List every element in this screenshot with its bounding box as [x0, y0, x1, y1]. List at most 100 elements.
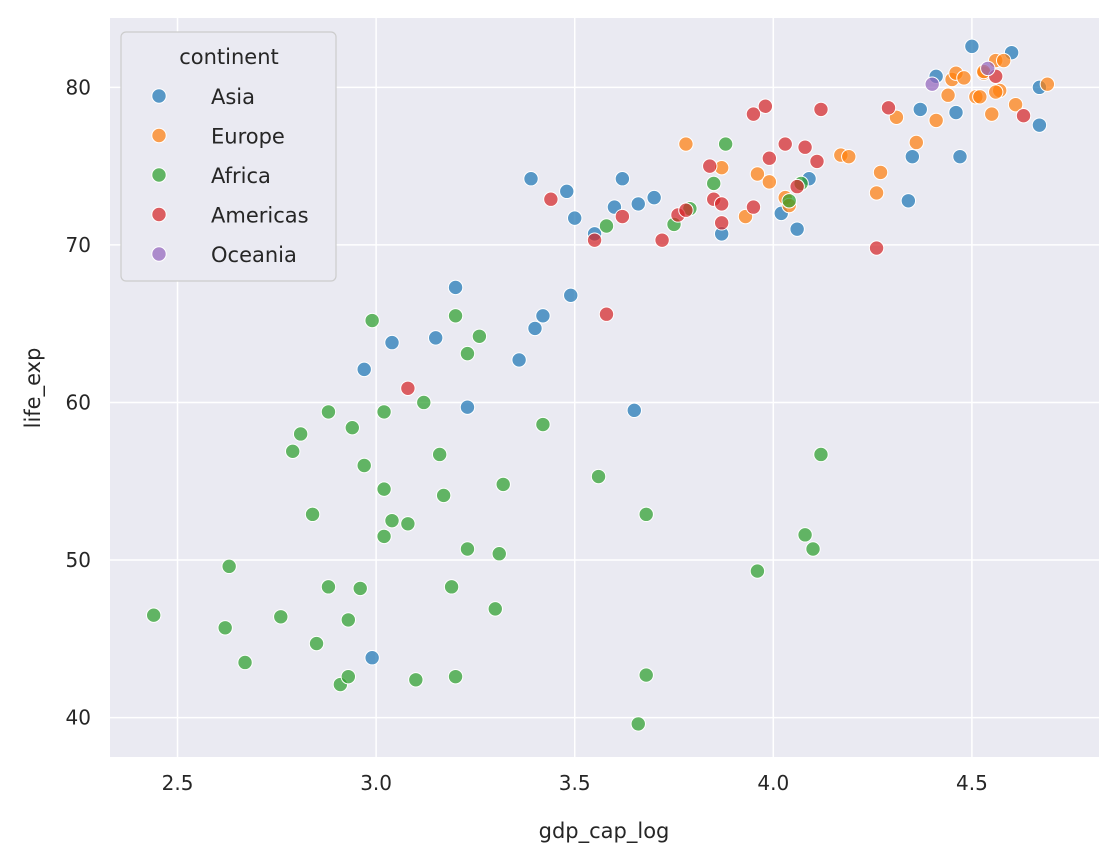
point-asia [626, 402, 642, 419]
point-africa [435, 487, 452, 504]
point-asia [630, 196, 646, 212]
point-europe [972, 89, 988, 105]
point-africa [749, 563, 766, 579]
series-africa [145, 136, 829, 732]
point-americas [598, 306, 615, 322]
y-axis-title: life_exp [21, 348, 46, 429]
point-africa [717, 136, 734, 152]
y-tick-label: 50 [66, 548, 91, 572]
x-tick-label: 4.0 [757, 771, 789, 795]
point-africa [340, 668, 357, 685]
point-americas [400, 380, 416, 396]
y-tick-label: 60 [66, 390, 91, 414]
point-asia [1031, 117, 1048, 133]
point-africa [431, 446, 448, 463]
point-asia [523, 171, 539, 187]
point-africa [797, 527, 813, 543]
point-oceania [924, 76, 940, 92]
point-americas [586, 232, 603, 248]
legend-item-europe: Europe [151, 125, 285, 149]
point-africa [535, 416, 551, 433]
x-tick-label: 4.5 [956, 771, 988, 795]
point-asia [614, 171, 631, 187]
point-africa [416, 394, 432, 411]
point-americas [797, 139, 813, 155]
point-europe [841, 148, 857, 165]
point-europe [928, 112, 944, 129]
point-europe [1007, 96, 1024, 113]
point-africa [781, 193, 797, 209]
point-africa [273, 609, 289, 625]
point-americas [614, 208, 631, 225]
point-africa [221, 558, 237, 575]
point-africa [459, 345, 476, 362]
legend-marker-asia [151, 88, 167, 104]
point-africa [590, 468, 607, 485]
point-oceania [980, 60, 996, 77]
legend: continent Asia Europe Africa Americas Oceani… [120, 31, 337, 282]
point-asia [567, 210, 583, 226]
point-africa [376, 528, 392, 545]
point-africa [447, 668, 464, 685]
point-europe [872, 164, 889, 181]
point-africa [145, 607, 162, 623]
y-tick-label: 70 [66, 233, 91, 257]
point-americas [745, 106, 762, 122]
point-asia [789, 221, 805, 237]
legend-items: Asia Europe Africa Americas Oceania [151, 85, 309, 267]
legend-title: continent [179, 45, 279, 69]
point-africa [320, 404, 337, 420]
point-africa [471, 328, 488, 344]
point-americas [543, 191, 559, 207]
point-americas [777, 136, 793, 152]
legend-item-oceania: Oceania [151, 243, 297, 267]
series-americas [400, 68, 1032, 396]
point-asia [364, 650, 380, 666]
legend-marker-oceania [151, 246, 167, 262]
point-africa [344, 419, 360, 436]
point-europe [908, 134, 924, 151]
point-africa [638, 667, 654, 683]
x-tick-label: 3.5 [559, 771, 591, 795]
point-africa [487, 601, 503, 617]
point-africa [320, 579, 337, 595]
point-europe [868, 185, 885, 201]
point-asia [384, 334, 400, 351]
y-tick-label: 40 [66, 706, 91, 730]
point-africa [630, 716, 646, 732]
point-asia [559, 183, 575, 200]
legend-label-africa: Africa [211, 164, 271, 188]
y-tick-labels: 40 50 60 70 80 [66, 75, 91, 729]
point-europe [940, 87, 956, 103]
point-africa [364, 312, 380, 329]
point-asia [511, 352, 527, 368]
point-asia [964, 38, 980, 55]
point-asia [646, 189, 662, 206]
point-africa [408, 672, 424, 688]
x-tick-labels: 2.5 3.0 3.5 4.0 4.5 [162, 771, 988, 795]
point-europe [984, 106, 1000, 122]
point-africa [638, 506, 654, 523]
legend-item-africa: Africa [151, 164, 271, 188]
point-americas [702, 158, 718, 174]
legend-marker-europe [151, 127, 167, 144]
point-americas [789, 178, 805, 195]
point-africa [308, 635, 325, 652]
point-americas [713, 196, 730, 212]
point-africa [447, 308, 464, 324]
point-americas [745, 199, 762, 215]
point-africa [304, 506, 321, 523]
point-americas [868, 240, 885, 256]
y-tick-label: 80 [66, 75, 91, 99]
point-americas [1015, 107, 1032, 124]
legend-item-asia: Asia [151, 85, 255, 109]
legend-label-oceania: Oceania [211, 243, 297, 267]
point-americas [813, 101, 829, 118]
point-asia [527, 320, 543, 337]
point-africa [598, 218, 615, 234]
x-axis-title: gdp_cap_log [539, 819, 670, 844]
point-africa [400, 516, 416, 532]
point-africa [384, 512, 400, 529]
point-africa [376, 481, 392, 497]
